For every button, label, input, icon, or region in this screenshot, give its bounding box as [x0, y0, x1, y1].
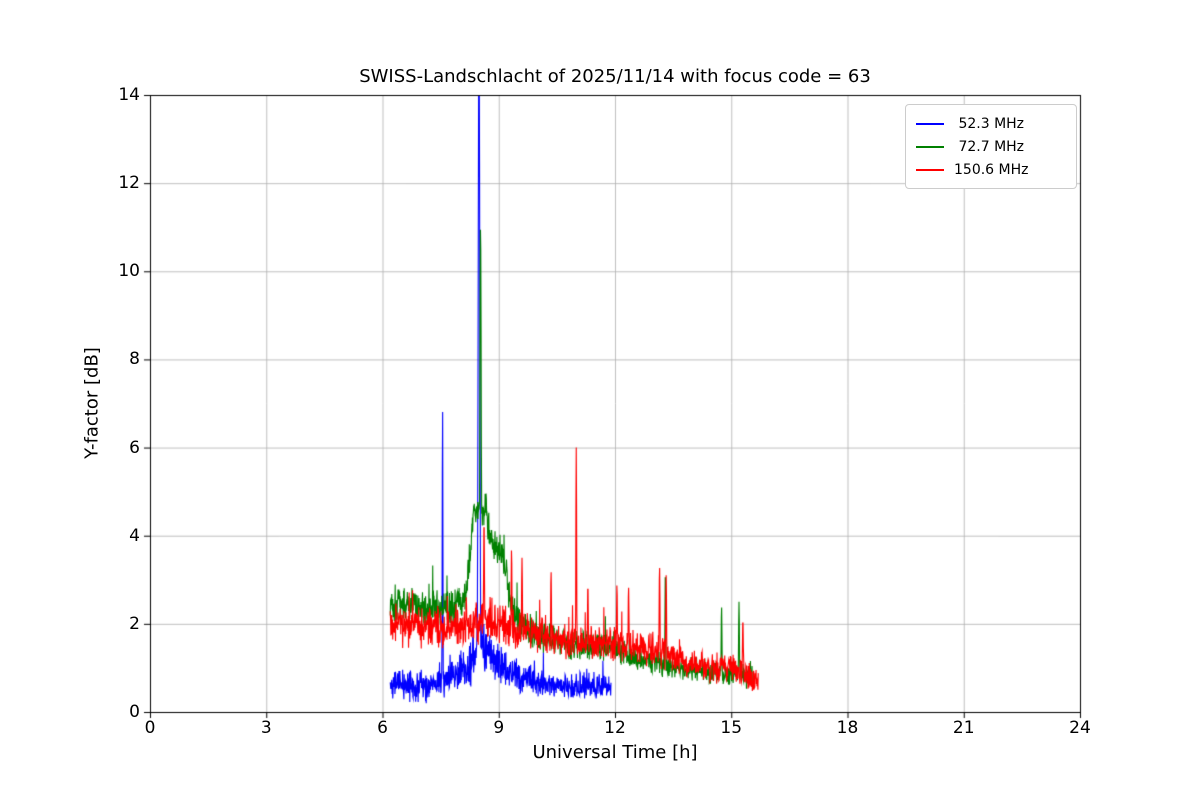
legend-item-52-3-mhz: 52.3 MHz — [916, 112, 1066, 135]
x-tick-label-12: 12 — [604, 718, 626, 738]
legend-item-72-7-mhz: 72.7 MHz — [916, 135, 1066, 158]
y-tick-label-8: 8 — [129, 349, 140, 370]
legend-label: 72.7 MHz — [954, 138, 1025, 155]
y-tick-label-2: 2 — [129, 613, 140, 634]
y-tick-label-10: 10 — [118, 261, 140, 282]
y-tick-label-6: 6 — [129, 437, 140, 458]
legend-label: 52.3 MHz — [954, 115, 1025, 132]
legend-line-swatch-red — [916, 168, 944, 171]
x-tick-label-0: 0 — [144, 718, 156, 738]
x-tick-label-21: 21 — [952, 718, 975, 738]
x-tick-label-6: 6 — [377, 718, 388, 738]
legend: 52.3 MHz 72.7 MHz 150.6 MHz — [905, 104, 1077, 189]
chart-title: SWISS-Landschlacht of 2025/11/14 with fo… — [359, 66, 871, 87]
x-tick-label-9: 9 — [493, 718, 505, 738]
legend-label: 150.6 MHz — [954, 161, 1029, 178]
y-tick-label-0: 0 — [129, 702, 140, 722]
y-tick-label-14: 14 — [118, 85, 140, 105]
x-axis-label: Universal Time [h] — [532, 742, 698, 763]
legend-line-swatch-blue — [916, 122, 944, 125]
y-tick-label-12: 12 — [118, 173, 140, 194]
x-tick-label-15: 15 — [720, 718, 743, 738]
legend-line-swatch-green — [916, 145, 944, 148]
x-tick-label-24: 24 — [1069, 718, 1091, 738]
legend-item-150-6-mhz: 150.6 MHz — [916, 158, 1066, 181]
x-tick-label-18: 18 — [836, 718, 859, 738]
y-tick-label-4: 4 — [129, 525, 140, 546]
x-tick-label-3: 3 — [260, 718, 272, 738]
